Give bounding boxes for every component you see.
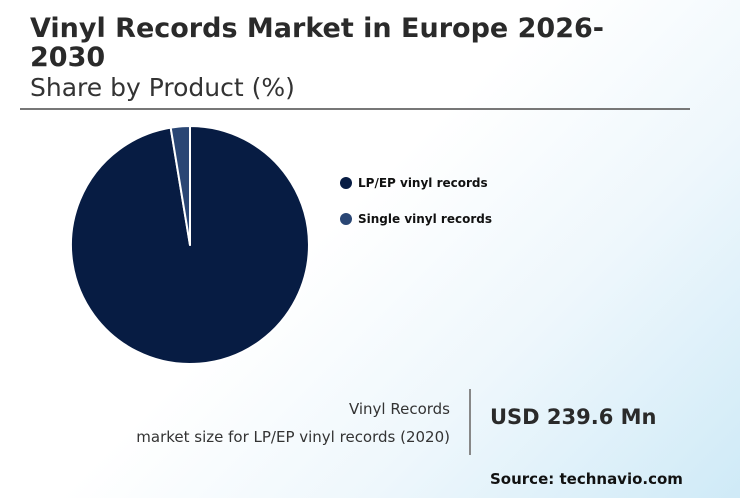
source-credit: Source: technavio.com (490, 470, 683, 488)
stat-label-line1: Vinyl Records (348, 400, 450, 418)
legend-item-lp-ep: LP/EP vinyl records (340, 174, 492, 192)
stat-label-line2: market size for LP/EP vinyl records (202… (136, 428, 450, 446)
pie-slice-single-vinyl-records (169, 124, 191, 246)
stat-divider (469, 389, 471, 455)
legend-swatch-lp-ep (340, 177, 352, 189)
legend-swatch-single (340, 213, 352, 225)
stat-value: USD 239.6 Mn (490, 405, 657, 429)
chart-title: Vinyl Records Market in Europe 2026-2030 (30, 13, 604, 73)
legend-item-single: Single vinyl records (340, 210, 492, 228)
chart-subtitle: Share by Product (%) (30, 73, 295, 102)
title-divider (20, 108, 690, 110)
legend-label-lp-ep: LP/EP vinyl records (358, 176, 488, 190)
chart-legend: LP/EP vinyl records Single vinyl records (340, 174, 492, 246)
legend-label-single: Single vinyl records (358, 212, 492, 226)
